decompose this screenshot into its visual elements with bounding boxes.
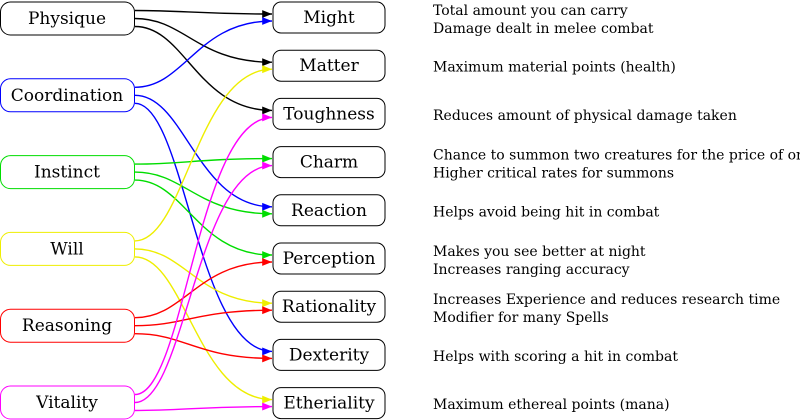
connector: [134, 25, 273, 115]
secondary-stat-box: [272, 49, 386, 82]
secondary-stat-box: [272, 338, 386, 371]
secondary-stat-label: Might: [303, 8, 355, 28]
stat-description: Total amount you can carry: [433, 3, 628, 19]
primary-stat-box: [0, 308, 135, 343]
connector: [134, 9, 273, 18]
secondary-stat-box: [272, 242, 386, 275]
secondary-stat-label: Perception: [283, 249, 376, 269]
primary-stat-box: [0, 78, 135, 113]
stat-description: Increases Experience and reduces researc…: [433, 292, 780, 308]
connector: [134, 113, 273, 396]
connector: [134, 17, 273, 67]
stat-description: Helps avoid being hit in combat: [433, 204, 660, 220]
connector: [134, 258, 273, 319]
primary-stat-box: [0, 385, 135, 420]
connector: [134, 402, 273, 412]
stat-description: Damage dealt in melee combat: [433, 21, 654, 37]
connector: [134, 161, 273, 404]
secondary-stat-box: [272, 290, 386, 323]
primary-stat-label: Reasoning: [22, 316, 112, 336]
secondary-stat-label: Dexterity: [289, 345, 370, 365]
stat-description: Chance to summon two creatures for the p…: [433, 148, 800, 164]
stat-description: Makes you see better at night: [433, 244, 646, 260]
secondary-stat-box: [272, 146, 386, 179]
stat-description: Helps with scoring a hit in combat: [433, 349, 678, 365]
secondary-stat-box: [272, 387, 386, 420]
secondary-stat-label: Reaction: [291, 201, 367, 221]
connector: [134, 102, 273, 356]
connector: [134, 179, 273, 259]
secondary-stat-label: Rationality: [282, 297, 377, 317]
primary-stat-label: Will: [50, 239, 84, 259]
connector: [134, 256, 273, 404]
primary-stat-label: Physique: [28, 9, 106, 29]
primary-stat-box: [0, 1, 135, 36]
secondary-stat-box: [272, 97, 386, 130]
connector: [134, 94, 273, 211]
stat-description: Modifier for many Spells: [433, 310, 609, 326]
stat-description: Increases ranging accuracy: [433, 262, 630, 278]
primary-stat-box: [0, 155, 135, 190]
primary-stat-label: Vitality: [35, 393, 98, 413]
secondary-stat-label: Etheriality: [283, 394, 375, 414]
connector: [134, 171, 273, 218]
primary-stat-label: Instinct: [34, 163, 100, 183]
stat-description: Higher critical rates for summons: [433, 166, 674, 182]
stat-description: Maximum ethereal points (mana): [433, 397, 670, 413]
secondary-stat-label: Toughness: [283, 104, 375, 124]
connector: [134, 65, 273, 242]
connector: [134, 248, 273, 308]
connector: [134, 333, 273, 363]
connector: [134, 306, 273, 327]
stat-description: Reduces amount of physical damage taken: [433, 108, 737, 124]
secondary-stat-box: [272, 194, 386, 227]
secondary-stat-label: Matter: [299, 56, 359, 76]
connector: [134, 17, 273, 88]
secondary-stat-label: Charm: [300, 153, 358, 173]
secondary-stat-box: [272, 1, 386, 34]
primary-stat-label: Coordination: [11, 86, 124, 106]
primary-stat-box: [0, 231, 135, 266]
connector: [134, 154, 273, 165]
stat-description: Maximum material points (health): [433, 60, 676, 76]
